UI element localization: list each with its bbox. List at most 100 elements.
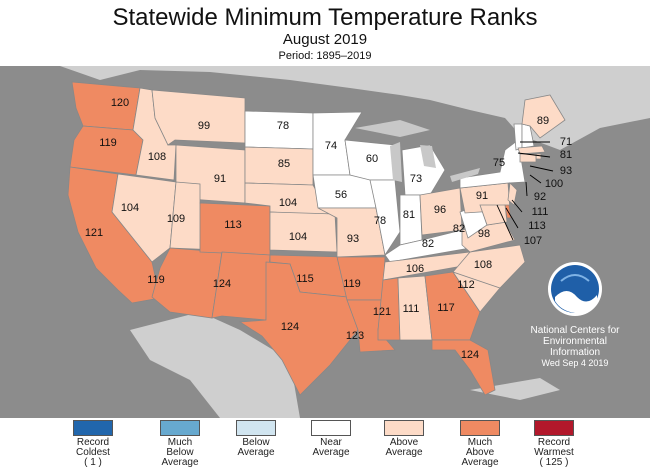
rank-label-vermont: 71: [560, 136, 572, 148]
rank-label-south-carolina: 112: [457, 279, 475, 291]
legend-text: Above: [465, 447, 495, 458]
rank-label-washington: 120: [111, 97, 129, 109]
rank-label-colorado: 113: [224, 219, 242, 231]
rank-label-connecticut: 92: [534, 191, 546, 203]
legend-swatch: [73, 420, 113, 436]
legend-swatch: [311, 420, 351, 436]
legend-text: Average: [461, 457, 499, 468]
rank-label-wisconsin: 60: [366, 153, 378, 165]
rank-label-ohio: 96: [434, 204, 446, 216]
rank-label-rhode-island: 100: [545, 178, 563, 190]
rank-label-nevada: 104: [121, 202, 139, 214]
rank-label-minnesota: 74: [325, 140, 337, 152]
rank-label-new-jersey: 111: [532, 206, 549, 218]
rank-label-maryland: 107: [524, 235, 542, 247]
states-layer: [67, 81, 566, 396]
legend-text: Much: [467, 437, 493, 448]
state-maine: [521, 94, 566, 139]
credit-date: Wed Sep 4 2019: [541, 358, 609, 368]
legend-swatch: [534, 420, 574, 436]
canada-land: [60, 66, 650, 150]
legend-item-much-above: Much Above Average: [440, 420, 520, 468]
legend-item-much-below: Much Below Average: [140, 420, 220, 468]
state-new-jersey: [507, 182, 518, 206]
legend-swatch: [160, 420, 200, 436]
rank-label-louisiana: 123: [346, 330, 364, 342]
rank-label-west-virginia: 82: [453, 223, 465, 235]
legend-text: Coldest: [76, 447, 110, 458]
map-title: Statewide Minimum Temperature Ranks: [112, 4, 538, 31]
rank-label-missouri: 93: [347, 233, 359, 245]
legend: Record Coldest ( 1 ) Much Below Average …: [0, 420, 650, 475]
great-lakes: [355, 120, 480, 182]
rank-label-nebraska: 104: [279, 197, 297, 209]
credit-line-1: National Centers for: [530, 325, 620, 336]
legend-text: Record: [537, 437, 571, 448]
legend-text: Much: [167, 437, 193, 448]
legend-text: ( 125 ): [539, 457, 569, 468]
state-rhode-island: [535, 153, 542, 160]
rank-label-new-mexico: 124: [213, 278, 231, 290]
rank-label-oregon: 119: [99, 137, 117, 149]
rank-label-kentucky: 82: [422, 238, 434, 250]
state-maryland: [479, 204, 508, 226]
us-state-map: 120 119 121 108 104 99 91 109 119 113 124 78 85 104 10…: [0, 66, 650, 418]
rank-label-georgia: 117: [437, 302, 455, 314]
rank-label-arkansas: 119: [343, 278, 361, 290]
legend-text: Average: [312, 447, 350, 458]
legend-swatch: [236, 420, 276, 436]
rank-label-oklahoma: 115: [296, 273, 314, 285]
legend-text: Near: [320, 437, 342, 448]
state-texas: [238, 261, 359, 396]
legend-text: Record: [76, 437, 110, 448]
state-massachusetts: [517, 145, 546, 155]
legend-text: Average: [237, 447, 275, 458]
state-montana: [151, 89, 246, 146]
state-mississippi: [377, 277, 401, 341]
rank-label-arizona: 119: [147, 274, 165, 286]
rank-label-wyoming: 91: [214, 173, 226, 185]
credit-block: National Centers for Environmental Infor…: [510, 253, 640, 369]
rank-label-montana: 99: [198, 120, 210, 132]
credit-line-2: Environmental: [543, 336, 607, 347]
rank-label-north-dakota: 78: [277, 120, 289, 132]
legend-text: Warmest: [534, 447, 574, 458]
rank-label-south-dakota: 85: [278, 158, 290, 170]
rank-label-michigan: 73: [410, 173, 422, 185]
legend-text: Above: [389, 437, 419, 448]
mexico-land: [130, 312, 300, 418]
legend-item-record-coldest: Record Coldest ( 1 ): [53, 420, 133, 468]
state-missouri: [317, 207, 386, 258]
state-connecticut: [519, 153, 537, 163]
rank-label-massachusetts: 93: [560, 165, 572, 177]
rank-label-maine: 89: [537, 115, 549, 127]
state-florida: [431, 339, 496, 396]
state-north-carolina: [452, 244, 526, 289]
rank-label-alabama: 111: [403, 303, 420, 315]
legend-item-record-warmest: Record Warmest ( 125 ): [514, 420, 594, 468]
state-washington: [71, 81, 141, 131]
rank-label-new-hampshire: 81: [560, 149, 572, 161]
rank-label-utah: 109: [167, 213, 185, 225]
rank-label-illinois: 78: [374, 215, 386, 227]
state-illinois: [369, 179, 401, 257]
cuba-land: [470, 378, 560, 400]
state-georgia: [424, 271, 481, 341]
legend-text: ( 1 ): [84, 457, 102, 468]
rank-label-delaware: 113: [528, 220, 546, 232]
rank-label-florida: 124: [461, 349, 479, 361]
noaa-logo-icon: [548, 262, 602, 316]
rank-label-california: 121: [85, 227, 103, 239]
rank-label-virginia: 98: [478, 228, 490, 240]
rank-label-pennsylvania: 91: [476, 190, 488, 202]
state-new-mexico: [211, 251, 271, 321]
legend-swatch: [384, 420, 424, 436]
rank-label-north-carolina: 108: [474, 259, 492, 271]
rank-label-iowa: 56: [335, 189, 347, 201]
state-oregon: [69, 125, 144, 176]
rank-labels: 120 119 121 108 104 99 91 109 119 113 124 78 85 104 10…: [85, 97, 572, 361]
rank-label-kansas: 104: [289, 231, 307, 243]
rank-label-idaho: 108: [148, 151, 166, 163]
rank-label-mississippi: 121: [373, 306, 391, 318]
credit-line-3: Information: [549, 347, 601, 358]
